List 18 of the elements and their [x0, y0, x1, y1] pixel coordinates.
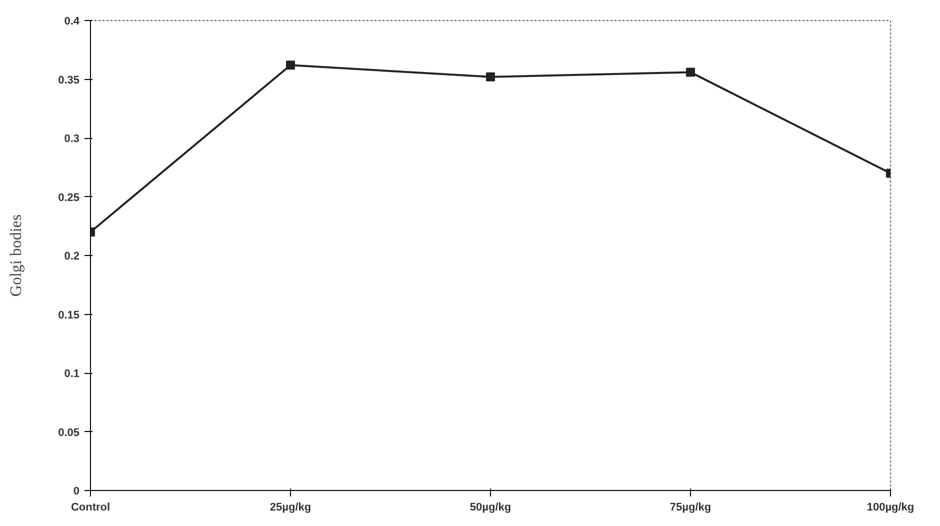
y-tick-label: 0.25 [58, 192, 80, 204]
point [286, 60, 295, 70]
y-tick-label: 0.2 [64, 250, 80, 262]
x-tick-label: 50µg/kg [470, 502, 512, 514]
y-tick-label: 0.3 [64, 133, 80, 145]
x-tick-label: 25µg/kg [270, 502, 312, 514]
point [486, 72, 495, 82]
y-tick-label: 0 [73, 486, 80, 498]
y-tick-label: 0.15 [58, 309, 80, 322]
x-tick-label: 100µg/kg [866, 502, 914, 514]
y-axis-title: Golgi bodies [8, 214, 26, 297]
y-tick-label: 0.4 [64, 16, 80, 28]
point [686, 68, 695, 77]
y-tick-label: 0.35 [58, 74, 80, 86]
x-tick-label: Control [70, 502, 110, 514]
y-tick-label: 0.05 [58, 426, 80, 439]
x-tick-label: 75µg/kg [670, 502, 712, 514]
y-tick-label: 0.1 [64, 368, 80, 380]
